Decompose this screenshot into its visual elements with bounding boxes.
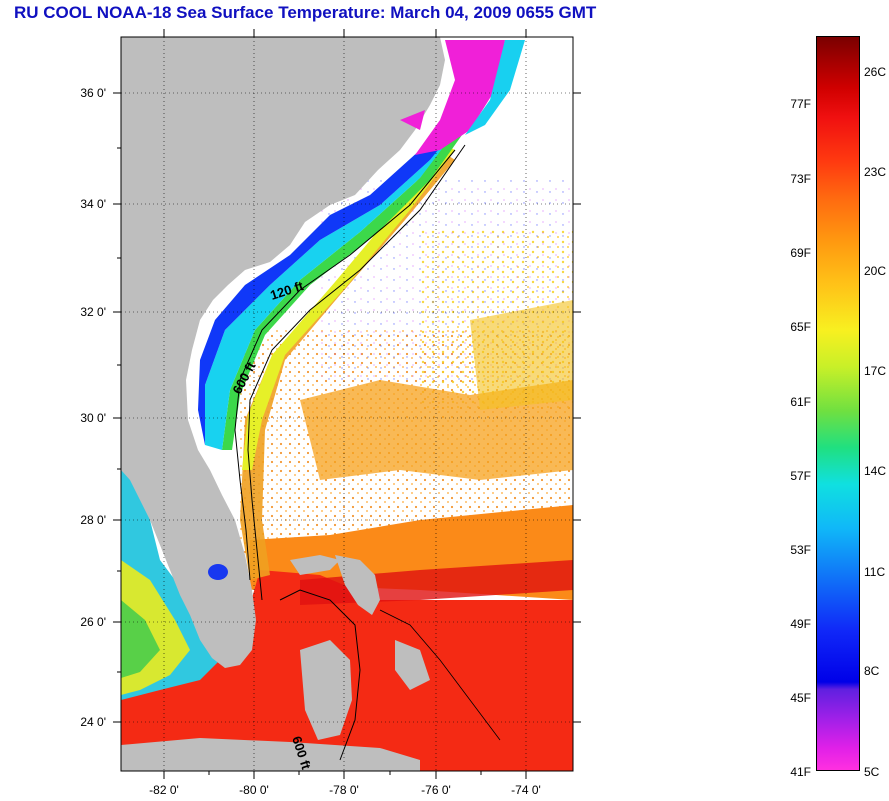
contour-bahamas <box>279 589 361 761</box>
lat-label-36: 36 0' <box>80 86 106 100</box>
sst-colorbar <box>816 36 860 771</box>
colorbar-f-41: 41F <box>790 765 811 779</box>
colorbar-f-57: 57F <box>790 469 811 483</box>
map-grid <box>121 37 573 771</box>
land-southeast-us <box>121 37 445 668</box>
land-bahamas-andros <box>300 640 352 740</box>
land-bahamas-grand-bahama <box>290 555 340 575</box>
lat-label-24: 24 0' <box>80 715 106 729</box>
colorbar-f-69: 69F <box>790 246 811 260</box>
map-plot-area <box>121 37 573 771</box>
colorbar-f-45: 45F <box>790 691 811 705</box>
sst-band-yellow <box>242 145 455 470</box>
contour-120ft <box>234 149 456 581</box>
colorbar-c-20: 20C <box>864 264 887 278</box>
sst-band-orange <box>240 150 455 580</box>
colorbar-c-26: 26C <box>864 65 887 79</box>
land-sound <box>400 110 425 130</box>
land-bahamas-eleuthera <box>395 640 430 690</box>
lon-label-76: -76 0' <box>421 783 451 797</box>
colorbar-f-73: 73F <box>790 172 811 186</box>
colorbar-f-53: 53F <box>790 543 811 557</box>
colorbar-c-5: 5C <box>864 765 880 779</box>
lon-label-78: -78 0' <box>329 783 359 797</box>
x-ticks <box>163 29 527 779</box>
colorbar-f-77: 77F <box>790 97 811 111</box>
sst-band-magenta <box>415 40 505 155</box>
land-lake-okeechobee <box>208 564 228 580</box>
contour-600ft <box>247 144 466 601</box>
map-frame <box>120 36 574 772</box>
sst-band-magenta-2 <box>465 40 525 135</box>
sst-band-green <box>222 130 462 450</box>
sst-band-cyan <box>205 105 470 450</box>
land-bahamas-great-abaco <box>335 555 380 615</box>
map-title: RU COOL NOAA-18 Sea Surface Temperature:… <box>14 3 597 22</box>
y-ticks <box>113 92 581 723</box>
contour-bahamas-2 <box>379 609 501 741</box>
colorbar-f-49: 49F <box>790 617 811 631</box>
lon-label-80: -80 0' <box>239 783 269 797</box>
lon-label-82: -82 0' <box>149 783 179 797</box>
colorbar-c-23: 23C <box>864 165 887 179</box>
colorbar-f-65: 65F <box>790 320 811 334</box>
lat-label-30: 30 0' <box>80 411 106 425</box>
lat-label-32: 32 0' <box>80 305 106 319</box>
lat-label-28: 28 0' <box>80 513 106 527</box>
colorbar-f-61: 61F <box>790 395 811 409</box>
colorbar-c-14: 14C <box>864 464 887 478</box>
colorbar-c-17: 17C <box>864 364 887 378</box>
lat-label-34: 34 0' <box>80 197 106 211</box>
sst-gulf-west-green <box>121 600 160 678</box>
colorbar-c-11: 11C <box>864 565 886 579</box>
lat-label-26: 26 0' <box>80 615 106 629</box>
colorbar-c-8: 8C <box>864 664 880 678</box>
lon-label-74: -74 0' <box>511 783 541 797</box>
sst-patch-gold <box>470 300 573 410</box>
